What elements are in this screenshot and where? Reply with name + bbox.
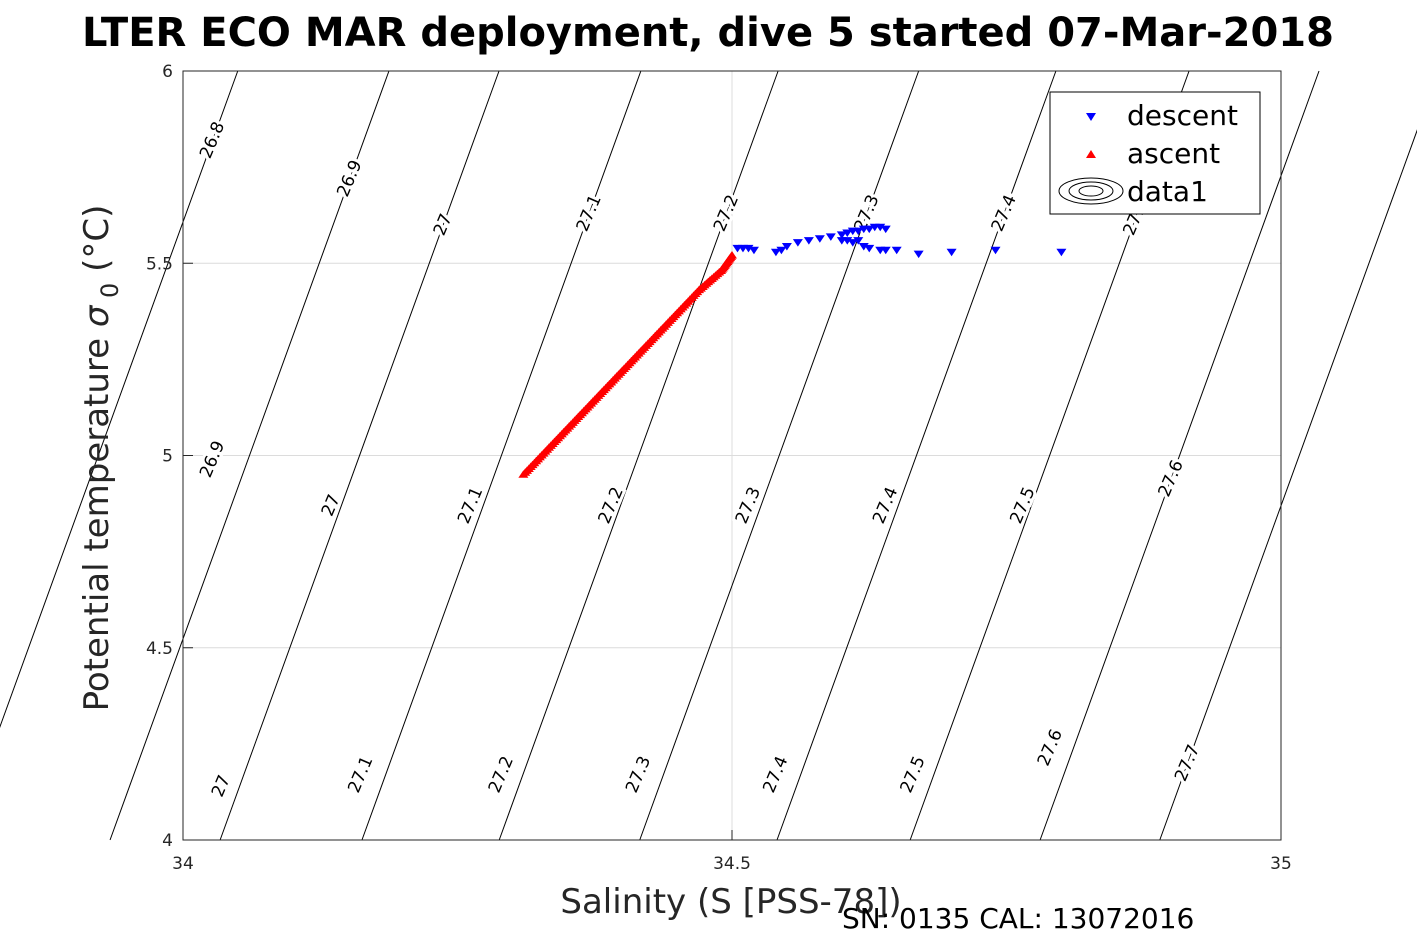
descent-point [853, 227, 864, 236]
isopycnal-line [639, 70, 920, 841]
descent-point [776, 246, 787, 255]
legend-label-data1: data1 [1127, 175, 1208, 208]
isopycnal-line [219, 70, 500, 841]
contour-label: 27 [430, 211, 457, 239]
legend: descent ascent data1 [1049, 91, 1261, 215]
isopycnal-line [1039, 70, 1320, 841]
descent-point [875, 223, 886, 232]
isopycnal-line [498, 70, 779, 841]
serial-calibration-text: SN: 0135 CAL: 13072016 [842, 902, 1194, 935]
contour-label: 26.8 [196, 119, 229, 162]
descent-point [743, 244, 754, 253]
contour-label: 27.5 [1006, 484, 1039, 527]
descent-point [858, 242, 869, 251]
x-tick-label: 35 [1270, 854, 1292, 874]
contour-label: 27.6 [1034, 726, 1067, 769]
contour-label: 27.3 [732, 484, 765, 527]
legend-box [1049, 91, 1261, 215]
ascent-point [727, 251, 737, 259]
y-axis-label-main: Potential temperature [77, 327, 117, 711]
contour-label: 27.1 [454, 484, 487, 527]
legend-label-descent: descent [1127, 99, 1238, 132]
isopycnal-line [109, 70, 390, 841]
contour-label: 27.7 [1171, 742, 1204, 785]
y-tick-label: 4.5 [146, 639, 173, 659]
legend-marker-data1 [1058, 177, 1124, 205]
descent-point [880, 246, 891, 255]
contour-label: 27.6 [1155, 457, 1188, 500]
descent-point [792, 239, 803, 247]
descent-point [864, 225, 875, 234]
isopycnal-line [776, 70, 1057, 841]
data-points [518, 223, 1067, 478]
descent-point [880, 225, 891, 234]
y-axis-label-symbol: σ [77, 304, 117, 327]
contour-label: 27.5 [897, 753, 930, 796]
descent-point [748, 246, 759, 255]
descent-point [990, 246, 1001, 255]
legend-marker-descent [1086, 113, 1096, 121]
descent-point [913, 250, 924, 259]
y-tick-label: 4 [162, 831, 173, 851]
descent-point [853, 237, 864, 245]
contour-label: 27.2 [485, 753, 518, 796]
contour-label: 26.9 [196, 438, 229, 481]
descent-point [847, 239, 858, 247]
descent-point [836, 231, 847, 239]
contour-label: 27.2 [710, 192, 743, 235]
descent-point [814, 235, 825, 243]
y-tick-label: 6 [162, 62, 173, 82]
contour-label: 27.1 [344, 753, 377, 796]
descent-point [1056, 248, 1067, 257]
x-tick-label: 34 [172, 854, 194, 874]
isopycnal-line [1159, 129, 1417, 841]
isopycnal-line [361, 70, 642, 841]
contour-label: 27 [318, 492, 345, 520]
contour-label: 27.1 [573, 192, 606, 235]
contour-label: 27.3 [622, 753, 655, 796]
descent-point [864, 244, 875, 253]
descent-point [803, 237, 814, 245]
contour-label: 27.4 [869, 484, 902, 527]
chart-title: LTER ECO MAR deployment, dive 5 started … [82, 10, 1334, 56]
y-axis-label-unit: (°C) [77, 205, 117, 283]
descent-point [842, 237, 853, 245]
descent-point [770, 248, 781, 257]
descent-point [946, 248, 957, 257]
descent-point [842, 229, 853, 237]
descent-point [825, 233, 836, 241]
legend-marker-ascent [1086, 150, 1096, 158]
y-axis-label-subscript: 0 [96, 283, 124, 306]
contour-label: 27.2 [595, 484, 628, 527]
descent-point [781, 242, 792, 251]
contour-label: 27.4 [759, 753, 792, 796]
legend-label-ascent: ascent [1127, 137, 1220, 170]
axis-ticks: 34 34.5 35 4 4.5 5 5.5 6 [146, 62, 1292, 874]
descent-point [891, 246, 902, 255]
y-tick-label: 5 [162, 447, 173, 467]
x-axis-label: Salinity (S [PSS-78]) [560, 882, 901, 922]
x-tick-label: 34.5 [713, 854, 751, 874]
y-tick-label: 5.5 [146, 254, 173, 274]
contour-label: 26.9 [333, 157, 366, 200]
y-axis-label: Potential temperature σ 0 (°C) [77, 205, 124, 712]
contour-label: 27.4 [988, 192, 1021, 235]
isopycnal-line [0, 70, 239, 729]
contour-label: 27 [208, 772, 235, 800]
